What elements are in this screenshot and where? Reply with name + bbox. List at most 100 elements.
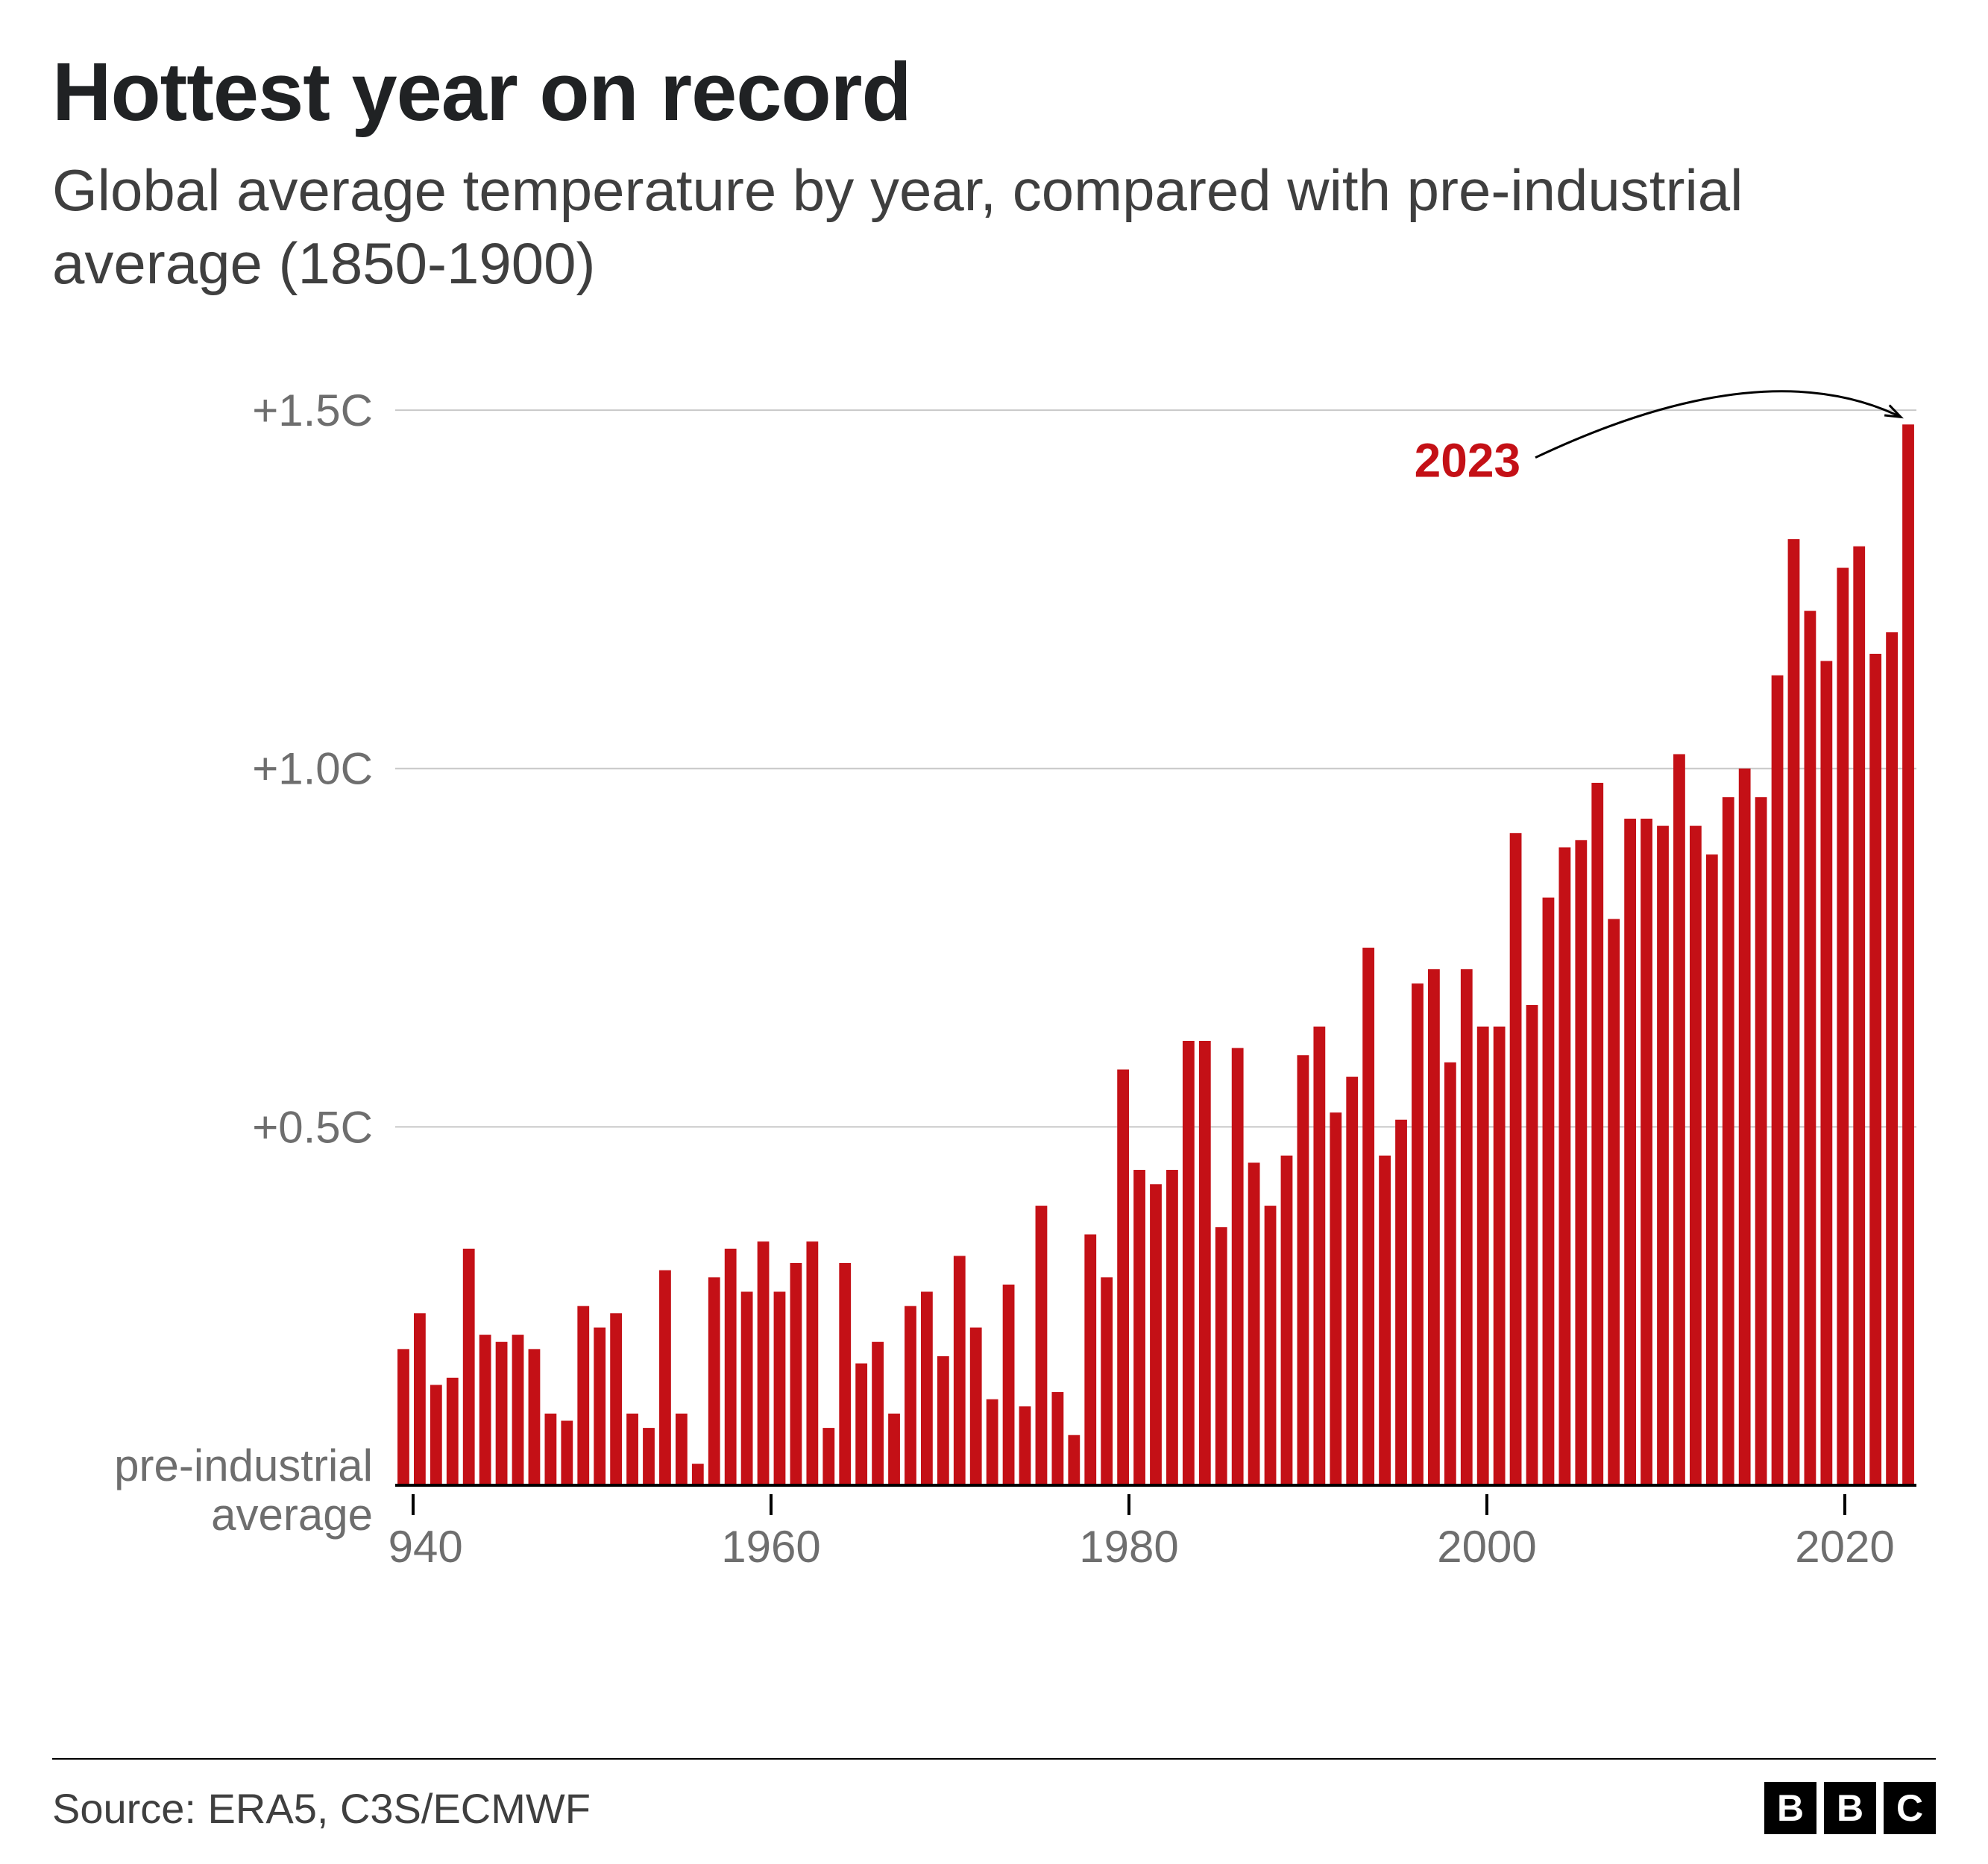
bar — [577, 1306, 589, 1485]
bar — [970, 1328, 982, 1485]
bar — [725, 1249, 737, 1485]
bar — [1558, 847, 1570, 1485]
bar — [1003, 1285, 1015, 1485]
chart-subtitle: Global average temperature by year, comp… — [52, 154, 1842, 300]
bar — [1362, 948, 1374, 1485]
source-text: Source: ERA5, C3S/ECMWF — [52, 1784, 591, 1833]
bar — [1297, 1055, 1309, 1485]
bar — [1166, 1170, 1178, 1485]
bar — [822, 1428, 834, 1485]
bar — [610, 1313, 622, 1485]
bar — [1313, 1027, 1325, 1485]
bar — [1690, 826, 1702, 1485]
svg-text:2000: 2000 — [1437, 1522, 1536, 1572]
bar — [594, 1328, 605, 1485]
svg-text:+1.0C: +1.0C — [252, 744, 373, 794]
bar — [1428, 969, 1440, 1485]
bar — [1477, 1027, 1489, 1485]
bar — [1265, 1206, 1277, 1485]
bar — [839, 1263, 851, 1485]
bar — [1395, 1120, 1407, 1485]
bar — [1346, 1077, 1358, 1485]
bar — [1543, 898, 1555, 1485]
chart-title: Hottest year on record — [52, 45, 1936, 139]
bar — [1591, 783, 1603, 1485]
bar — [1183, 1041, 1195, 1485]
svg-text:+1.5C: +1.5C — [252, 385, 373, 435]
bar — [626, 1414, 638, 1485]
bbc-logo-block: B — [1764, 1782, 1816, 1834]
bar — [1412, 983, 1424, 1485]
bar — [1068, 1435, 1080, 1485]
bar — [1837, 568, 1849, 1485]
svg-text:+0.5C: +0.5C — [252, 1102, 373, 1152]
bar — [447, 1378, 459, 1485]
svg-text:pre-industrial: pre-industrial — [114, 1440, 373, 1490]
annotation-label: 2023 — [1415, 433, 1520, 487]
bar — [643, 1428, 655, 1485]
bar — [905, 1306, 916, 1485]
bar — [1019, 1406, 1031, 1485]
bar — [676, 1414, 688, 1485]
svg-text:1980: 1980 — [1079, 1522, 1178, 1572]
chart-footer: Source: ERA5, C3S/ECMWF BBC — [0, 1758, 1988, 1834]
bar — [1575, 840, 1587, 1485]
bar — [987, 1399, 998, 1485]
bar — [1739, 769, 1751, 1485]
bar — [397, 1349, 409, 1485]
bar — [1232, 1048, 1244, 1485]
bar — [463, 1249, 475, 1485]
bar — [790, 1263, 802, 1485]
bar — [1150, 1184, 1162, 1485]
bar — [806, 1241, 818, 1485]
bar — [479, 1335, 491, 1485]
bbc-logo-block: B — [1824, 1782, 1876, 1834]
bar — [1281, 1156, 1293, 1485]
bar — [1248, 1162, 1260, 1485]
bar — [937, 1356, 949, 1485]
bar — [774, 1291, 786, 1485]
bar — [1051, 1392, 1063, 1485]
bar — [1755, 797, 1767, 1485]
svg-text:1960: 1960 — [721, 1522, 820, 1572]
bar — [1820, 661, 1832, 1485]
bar — [1608, 919, 1620, 1485]
bar — [512, 1335, 524, 1485]
bar — [414, 1313, 426, 1485]
bar — [1461, 969, 1473, 1485]
svg-text:average: average — [211, 1490, 373, 1540]
bar — [1805, 611, 1816, 1485]
bar — [1215, 1227, 1227, 1485]
bar — [1526, 1005, 1538, 1485]
bar — [1624, 819, 1636, 1485]
bar — [888, 1414, 900, 1485]
chart-card: Hottest year on record Global average te… — [0, 0, 1988, 1864]
svg-text:2020: 2020 — [1795, 1522, 1894, 1572]
bar — [758, 1241, 770, 1485]
bar — [1379, 1156, 1391, 1485]
bar — [1641, 819, 1652, 1485]
bar — [741, 1291, 753, 1485]
bar — [1723, 797, 1734, 1485]
bar — [1101, 1277, 1113, 1485]
bar — [1772, 676, 1784, 1485]
bar — [1788, 539, 1800, 1485]
bar — [544, 1414, 556, 1485]
bbc-logo: BBC — [1764, 1782, 1936, 1834]
bar — [692, 1464, 704, 1485]
bbc-logo-block: C — [1884, 1782, 1936, 1834]
bar — [430, 1385, 442, 1485]
bar — [1673, 754, 1685, 1485]
bar — [1133, 1170, 1145, 1485]
bar — [708, 1277, 720, 1485]
bar — [1330, 1112, 1341, 1485]
bar — [529, 1349, 541, 1485]
bar — [1657, 826, 1669, 1485]
bar — [1036, 1206, 1048, 1485]
bar — [1853, 547, 1865, 1485]
bar — [1510, 833, 1522, 1485]
bar — [1902, 424, 1914, 1485]
bar — [1117, 1069, 1129, 1485]
bar — [1886, 632, 1898, 1485]
bar — [1084, 1235, 1096, 1485]
